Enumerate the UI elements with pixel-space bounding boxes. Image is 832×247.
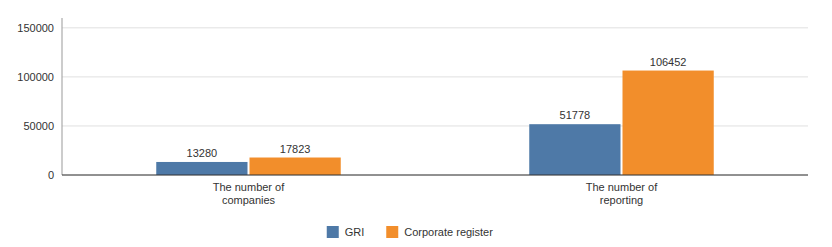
- x-tick-label-line: reporting: [600, 194, 643, 206]
- y-tick-label: 150000: [17, 22, 54, 34]
- y-tick-label: 100000: [17, 71, 54, 83]
- data-labels: 13280 51778 17823 106452: [187, 56, 687, 159]
- chart-container: 0 50000 100000 150000 13280 51778 17823 106452 T…: [0, 0, 832, 247]
- x-tick-label: The number ofcompanies: [213, 181, 285, 206]
- x-tick-label-line: companies: [222, 194, 276, 206]
- grid: [62, 28, 808, 175]
- bar: [156, 162, 247, 175]
- x-tick-label-line: The number of: [586, 181, 658, 193]
- chart-svg: 0 50000 100000 150000 13280 51778 17823 106452 T…: [0, 0, 832, 247]
- data-label: 13280: [187, 147, 218, 159]
- bar: [623, 71, 714, 175]
- legend-swatch: [386, 226, 398, 238]
- grid-line: [62, 175, 808, 176]
- legend-label: Corporate register: [404, 226, 493, 238]
- y-tick-label: 50000: [23, 120, 54, 132]
- x-tick-label: The number ofreporting: [586, 181, 658, 206]
- bar: [529, 124, 620, 175]
- bar: [250, 158, 341, 175]
- x-axis-line: [62, 175, 808, 176]
- y-tick-label: 0: [48, 169, 54, 181]
- data-label: 17823: [280, 143, 311, 155]
- data-label: 51778: [560, 109, 591, 121]
- bars: [156, 71, 714, 175]
- data-label: 106452: [650, 56, 687, 68]
- grid-line: [62, 27, 808, 28]
- y-axis-line: [62, 18, 63, 175]
- legend-label: GRI: [345, 226, 365, 238]
- legend: GRI Corporate register: [327, 226, 493, 238]
- legend-swatch: [327, 226, 339, 238]
- x-tick-label-line: The number of: [213, 181, 285, 193]
